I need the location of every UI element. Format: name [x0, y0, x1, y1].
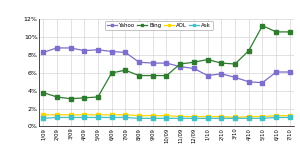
Ask [261, 117, 264, 119]
Bing [165, 75, 168, 77]
Ask [82, 116, 86, 118]
Ask [69, 116, 72, 118]
AOL [69, 114, 72, 116]
Bing [288, 31, 292, 33]
Yahoo [178, 66, 182, 68]
Yahoo [165, 62, 168, 64]
Ask [151, 117, 154, 119]
Yahoo [124, 51, 127, 53]
Yahoo [110, 51, 113, 52]
Ask [110, 116, 113, 118]
Bing [220, 62, 223, 64]
AOL [82, 114, 86, 116]
AOL [110, 114, 113, 116]
Yahoo [261, 82, 264, 84]
Ask [233, 117, 237, 119]
Line: Bing: Bing [42, 24, 291, 100]
Ask [165, 117, 168, 119]
Ask [206, 117, 209, 119]
Legend: Yahoo, Bing, AOL, Ask: Yahoo, Bing, AOL, Ask [105, 21, 213, 30]
Ask [247, 117, 250, 119]
Bing [110, 72, 113, 74]
AOL [124, 114, 127, 116]
Bing [178, 63, 182, 65]
Line: Yahoo: Yahoo [42, 46, 291, 84]
Yahoo [55, 47, 58, 49]
Yahoo [233, 76, 237, 78]
AOL [288, 115, 292, 117]
Ask [124, 116, 127, 118]
Yahoo [41, 51, 45, 53]
Bing [55, 96, 58, 98]
AOL [192, 116, 196, 118]
AOL [233, 116, 237, 118]
AOL [274, 115, 278, 117]
Line: AOL: AOL [42, 113, 291, 119]
Yahoo [192, 67, 196, 69]
Yahoo [82, 50, 86, 52]
Bing [96, 96, 100, 98]
AOL [151, 115, 154, 117]
Bing [206, 59, 209, 61]
AOL [96, 114, 100, 116]
Bing [261, 25, 264, 27]
Yahoo [274, 71, 278, 73]
AOL [261, 116, 264, 118]
AOL [178, 116, 182, 118]
Yahoo [206, 75, 209, 77]
Ask [288, 116, 292, 118]
Bing [137, 75, 141, 77]
Yahoo [69, 47, 72, 49]
AOL [41, 114, 45, 116]
Bing [192, 61, 196, 63]
Ask [178, 117, 182, 119]
Bing [124, 69, 127, 71]
Yahoo [247, 81, 250, 83]
Yahoo [220, 73, 223, 75]
Ask [137, 117, 141, 119]
AOL [220, 116, 223, 118]
Yahoo [288, 71, 292, 73]
Yahoo [96, 49, 100, 51]
AOL [55, 114, 58, 116]
Line: Ask: Ask [42, 116, 291, 120]
AOL [165, 115, 168, 117]
AOL [247, 116, 250, 118]
Yahoo [151, 62, 154, 64]
Ask [274, 116, 278, 118]
Ask [55, 116, 58, 118]
AOL [137, 115, 141, 117]
AOL [206, 116, 209, 118]
Bing [82, 97, 86, 99]
Ask [220, 117, 223, 119]
Ask [192, 117, 196, 119]
Bing [41, 92, 45, 93]
Ask [41, 117, 45, 119]
Yahoo [137, 61, 141, 63]
Ask [96, 116, 100, 118]
Bing [69, 98, 72, 100]
Bing [151, 75, 154, 77]
Bing [274, 31, 278, 33]
Bing [247, 50, 250, 52]
Bing [233, 63, 237, 65]
